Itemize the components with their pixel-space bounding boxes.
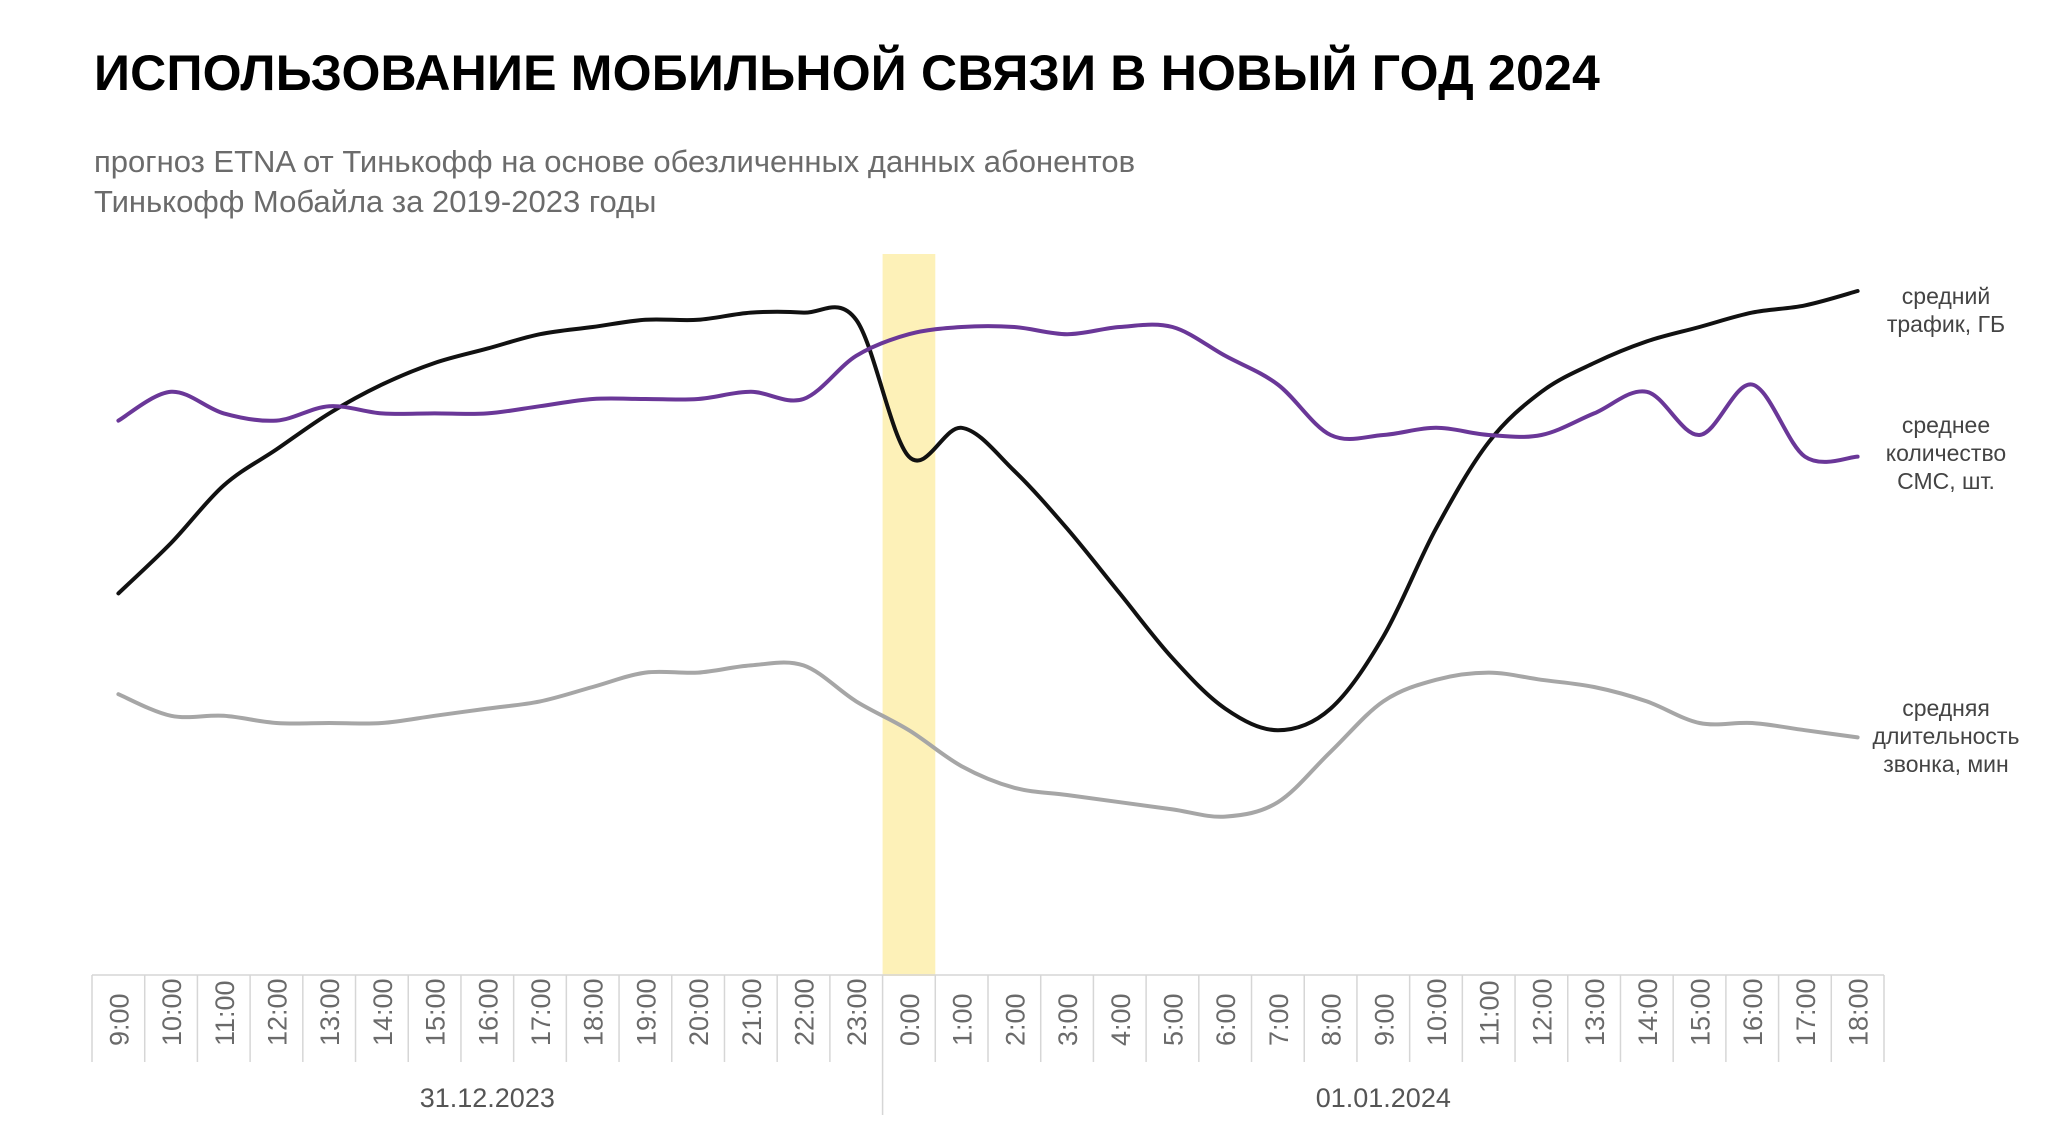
x-tick-label: 12:00 bbox=[1527, 978, 1557, 1046]
x-tick-label: 13:00 bbox=[1580, 978, 1610, 1046]
x-tick-label: 20:00 bbox=[684, 978, 714, 1046]
chart-title: ИСПОЛЬЗОВАНИЕ МОБИЛЬНОЙ СВЯЗИ В НОВЫЙ ГО… bbox=[94, 45, 1601, 101]
x-tick-label: 16:00 bbox=[1738, 978, 1768, 1046]
x-tick-label: 6:00 bbox=[1211, 993, 1241, 1046]
series-label-traffic: средний bbox=[1902, 283, 1990, 309]
chart-subtitle: прогноз ETNA от Тинькофф на основе обезл… bbox=[94, 142, 1135, 222]
date-label: 01.01.2024 bbox=[1316, 1083, 1451, 1113]
series-label-sms: СМС, шт. bbox=[1897, 468, 1995, 494]
series-label-traffic: трафик, ГБ bbox=[1887, 311, 2005, 337]
x-tick-label: 19:00 bbox=[631, 978, 661, 1046]
x-tick-label: 0:00 bbox=[895, 993, 925, 1046]
x-tick-label: 10:00 bbox=[1422, 978, 1452, 1046]
x-tick-label: 9:00 bbox=[1369, 993, 1399, 1046]
x-tick-label: 18:00 bbox=[1844, 978, 1874, 1046]
x-tick-label: 10:00 bbox=[157, 978, 187, 1046]
x-tick-label: 18:00 bbox=[579, 978, 609, 1046]
series-label-call-duration: звонка, мин bbox=[1883, 751, 2009, 777]
series-label-sms: количество bbox=[1886, 440, 2006, 466]
series-label-sms: среднее bbox=[1902, 412, 1990, 438]
x-tick-label: 11:00 bbox=[210, 980, 240, 1046]
x-tick-label: 8:00 bbox=[1317, 993, 1347, 1046]
subtitle-line-1: прогноз ETNA от Тинькофф на основе обезл… bbox=[94, 144, 1136, 179]
x-tick-label: 2:00 bbox=[1000, 993, 1030, 1046]
x-tick-label: 16:00 bbox=[473, 978, 503, 1046]
subtitle-line-2: Тинькофф Мобайла за 2019-2023 годы bbox=[94, 184, 657, 219]
x-tick-label: 23:00 bbox=[842, 978, 872, 1046]
series-label-call-duration: средняя bbox=[1902, 695, 1990, 721]
x-tick-label: 3:00 bbox=[1053, 993, 1083, 1046]
x-tick-label: 5:00 bbox=[1158, 993, 1188, 1046]
midnight-highlight-band bbox=[882, 254, 936, 976]
x-tick-label: 9:00 bbox=[104, 993, 134, 1046]
x-tick-label: 21:00 bbox=[737, 978, 767, 1046]
series-line-sms bbox=[116, 322, 1860, 464]
x-tick-label: 17:00 bbox=[526, 978, 556, 1046]
x-tick-label: 22:00 bbox=[790, 978, 820, 1046]
x-tick-label: 13:00 bbox=[315, 978, 345, 1046]
x-tick-label: 12:00 bbox=[262, 978, 292, 1046]
x-tick-label: 17:00 bbox=[1791, 978, 1821, 1046]
x-tick-label: 15:00 bbox=[421, 978, 451, 1046]
x-tick-label: 7:00 bbox=[1264, 993, 1294, 1046]
x-tick-label: 14:00 bbox=[368, 978, 398, 1046]
x-tick-label: 11:00 bbox=[1475, 980, 1505, 1046]
x-tick-label: 4:00 bbox=[1106, 993, 1136, 1046]
x-tick-label: 14:00 bbox=[1633, 978, 1663, 1046]
series-line-call-duration bbox=[116, 660, 1860, 819]
x-tick-label: 15:00 bbox=[1686, 978, 1716, 1046]
series-label-call-duration: длительность bbox=[1873, 723, 2020, 749]
date-label: 31.12.2023 bbox=[420, 1083, 555, 1113]
x-tick-label: 1:00 bbox=[948, 993, 978, 1046]
series-line-traffic bbox=[116, 289, 1860, 733]
